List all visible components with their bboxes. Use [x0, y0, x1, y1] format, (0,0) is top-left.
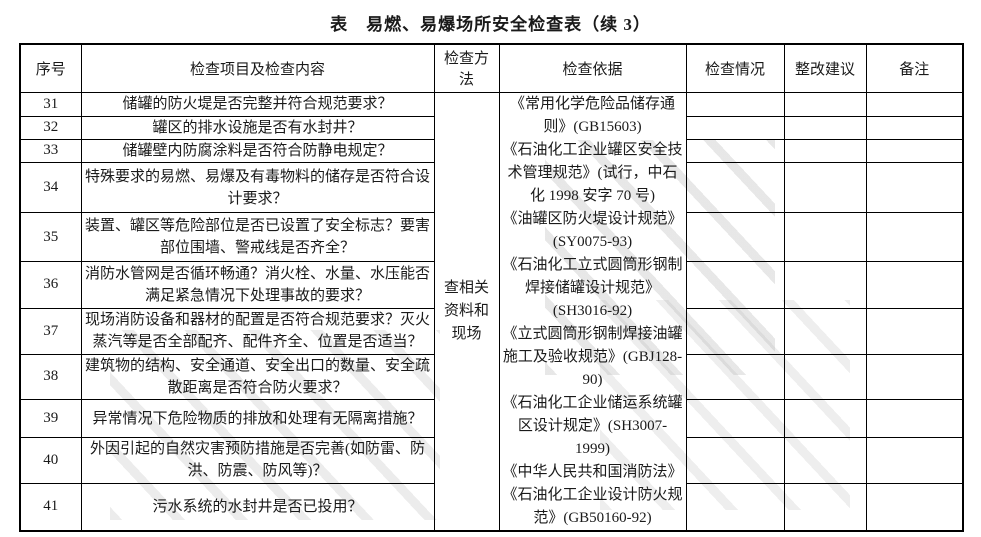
reference-entry: 《中华人民共和国消防法》 [502, 463, 683, 480]
remark-cell [865, 260, 964, 310]
row-number-cell: 39 [19, 398, 82, 439]
basis-cell: 《常用化学危险品储存通则》(GB15603) 《石油化工企业罐区安全技术管理规范… [498, 91, 687, 531]
suggestion-cell [783, 138, 867, 164]
header-suggestion: 整改建议 [783, 43, 867, 93]
row-number-cell: 32 [19, 115, 82, 140]
status-cell [685, 398, 785, 439]
status-cell [685, 482, 785, 532]
item-cell: 特殊要求的易燃、易爆及有毒物料的储存是否符合设计要求？ [80, 162, 435, 214]
method-cell: 查相关资料和现场 [433, 91, 500, 531]
status-cell [685, 115, 785, 140]
item-cell: 外因引起的自然灾害预防措施是否完善(如防雷、防洪、防震、防风等)？ [80, 437, 435, 484]
reference-entry: 《石油化工企业储运系统罐区设计规定》(SH3007-1999) [502, 394, 683, 457]
row-number-cell: 34 [19, 162, 82, 214]
item-cell: 装置、罐区等危险部位是否已设置了安全标志？要害部位围墙、警戒线是否齐全？ [80, 212, 435, 262]
page-title: 表 易燃、易爆场所安全检查表（续 3） [330, 15, 651, 34]
item-cell: 消防水管网是否循环畅通？消火栓、水量、水压能否满足紧急情况下处理事故的要求？ [80, 260, 435, 310]
header-item: 检查项目及检查内容 [80, 43, 435, 93]
status-cell [685, 162, 785, 214]
status-cell [685, 138, 785, 164]
item-cell: 污水系统的水封井是否已投用？ [80, 482, 435, 532]
suggestion-cell [783, 91, 867, 117]
remark-cell [865, 353, 964, 400]
header-seq: 序号 [19, 43, 82, 93]
reference-entry: 《常用化学危险品储存通则》(GB15603) [509, 95, 675, 135]
table-row: 31 储罐的防火堤是否完整并符合规范要求？ 查相关资料和现场 《常用化学危险品储… [19, 91, 964, 531]
reference-entry: 《立式圆筒形钢制焊接油罐施工及验收规范》(GBJ128-90) [502, 325, 683, 388]
header-method: 检查方法 [433, 43, 500, 93]
row-number-cell: 33 [19, 138, 82, 164]
remark-cell [865, 398, 964, 439]
item-cell: 储罐的防火堤是否完整并符合规范要求？ [80, 91, 435, 117]
table-row: 32 罐区的排水设施是否有水封井？ [19, 115, 964, 140]
suggestion-cell [783, 260, 867, 310]
table-row: 39 异常情况下危险物质的排放和处理有无隔离措施？ [19, 398, 964, 439]
reference-entry: 《石油化工立式圆筒形钢制焊接储罐设计规范》(SH3016-92) [502, 256, 683, 319]
row-number-cell: 31 [19, 91, 82, 117]
table-row: 38 建筑物的结构、安全通道、安全出口的数量、安全疏散距离是否符合防火要求？ [19, 353, 964, 400]
reference-entry: 《油罐区防火堤设计规范》(SY0075-93) [502, 210, 683, 250]
suggestion-cell [783, 162, 867, 214]
table-row: 41 污水系统的水封井是否已投用？ [19, 482, 964, 532]
row-number-cell: 36 [19, 260, 82, 310]
row-number-cell: 35 [19, 212, 82, 262]
suggestion-cell [783, 212, 867, 262]
remark-cell [865, 138, 964, 164]
item-cell: 现场消防设备和器材的配置是否符合规范要求？灭火蒸汽等是否全部配齐、配件齐全、位置… [80, 308, 435, 355]
suggestion-cell [783, 398, 867, 439]
row-number-cell: 41 [19, 482, 82, 532]
table-row: 35 装置、罐区等危险部位是否已设置了安全标志？要害部位围墙、警戒线是否齐全？ [19, 212, 964, 262]
row-number-cell: 40 [19, 437, 82, 484]
remark-cell [865, 308, 964, 355]
suggestion-cell [783, 115, 867, 140]
suggestion-cell [783, 308, 867, 355]
header-status: 检查情况 [685, 43, 785, 93]
status-cell [685, 308, 785, 355]
safety-checklist-table: 序号 检查项目及检查内容 检查方法 检查依据 检查情况 整改建议 备注 31 储… [19, 43, 964, 532]
status-cell [685, 91, 785, 117]
remark-cell [865, 437, 964, 484]
suggestion-cell [783, 482, 867, 532]
reference-entry: 《石油化工企业设计防火规范》(GB50160-92) [502, 486, 683, 526]
remark-cell [865, 482, 964, 532]
row-number-cell: 38 [19, 353, 82, 400]
suggestion-cell [783, 353, 867, 400]
remark-cell [865, 212, 964, 262]
remark-cell [865, 162, 964, 214]
header-basis: 检查依据 [498, 43, 687, 93]
item-cell: 储罐壁内防腐涂料是否符合防静电规定？ [80, 138, 435, 164]
row-number-cell: 37 [19, 308, 82, 355]
table-row: 40 外因引起的自然灾害预防措施是否完善(如防雷、防洪、防震、防风等)？ [19, 437, 964, 484]
remark-cell [865, 91, 964, 117]
item-cell: 异常情况下危险物质的排放和处理有无隔离措施？ [80, 398, 435, 439]
header-row: 序号 检查项目及检查内容 检查方法 检查依据 检查情况 整改建议 备注 [19, 43, 964, 93]
remark-cell [865, 115, 964, 140]
header-remark: 备注 [865, 43, 964, 93]
item-cell: 罐区的排水设施是否有水封井？ [80, 115, 435, 140]
status-cell [685, 437, 785, 484]
reference-entry: 《石油化工企业罐区安全技术管理规范》(试行，中石化 1998 安字 70 号) [502, 141, 683, 204]
status-cell [685, 353, 785, 400]
item-cell: 建筑物的结构、安全通道、安全出口的数量、安全疏散距离是否符合防火要求？ [80, 353, 435, 400]
status-cell [685, 212, 785, 262]
suggestion-cell [783, 437, 867, 484]
table-row: 37 现场消防设备和器材的配置是否符合规范要求？灭火蒸汽等是否全部配齐、配件齐全… [19, 308, 964, 355]
table-row: 34 特殊要求的易燃、易爆及有毒物料的储存是否符合设计要求？ [19, 162, 964, 214]
status-cell [685, 260, 785, 310]
